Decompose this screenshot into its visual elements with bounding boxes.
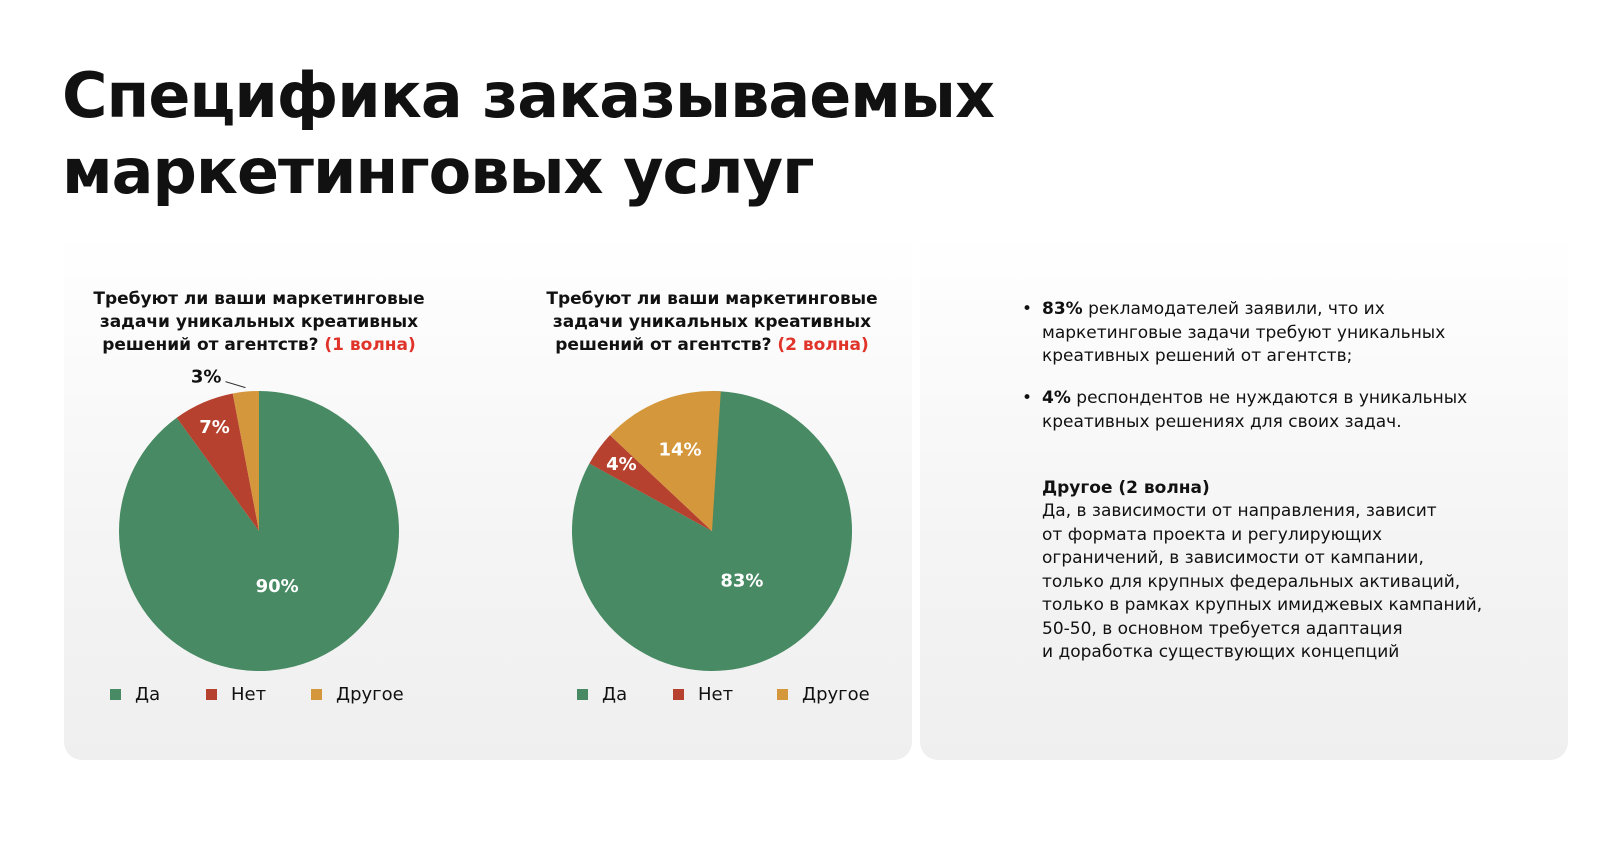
legend-label: Да [602, 684, 628, 705]
pie-slice [589, 435, 712, 531]
chart-title-text: Требуют ли ваши маркетинговые задачи уни… [546, 289, 878, 355]
slide-title: маркетинговых услуг [62, 135, 814, 208]
chart-title: Требуют ли ваши маркетинговые задачи уни… [79, 288, 439, 357]
legend-label: Другое [336, 684, 404, 705]
bullet-text: рекламодателей заявили, что их маркетинг… [1042, 299, 1446, 366]
legend-item: Другое [777, 684, 870, 705]
legend-swatch [206, 689, 217, 700]
chart-wave: (2 волна) [777, 335, 869, 355]
other-heading: Другое (2 волна) [1042, 478, 1210, 498]
chart-title-text: Требуют ли ваши маркетинговые задачи уни… [93, 289, 425, 355]
legend-label: Нет [231, 684, 267, 705]
legend-swatch [673, 689, 684, 700]
legend-label: Нет [698, 684, 734, 705]
other-line: ограничений, в зависимости от кампании, [1042, 548, 1424, 568]
data-label: 3% [191, 367, 222, 388]
legend-swatch [311, 689, 322, 700]
bullet: • 83% рекламодателей заявили, что их марк… [1022, 299, 1446, 366]
legend-item: Да [577, 684, 627, 705]
other-line: только для крупных федеральных активаций… [1042, 571, 1461, 592]
data-label: 7% [199, 417, 230, 438]
legend-swatch [577, 689, 588, 700]
legend-item: Нет [673, 684, 733, 705]
data-label: 4% [606, 454, 637, 475]
bullet-text: респондентов не нуждаются в уникальных к… [1042, 388, 1468, 432]
other-text: Да, в зависимости от направления, зависи… [1042, 500, 1482, 665]
chart-title: Требуют ли ваши маркетинговые задачи уни… [532, 288, 892, 357]
legend-item: Да [110, 684, 160, 705]
bullet: • 4% респондентов не нуждаются в уникальн… [1022, 388, 1468, 432]
other-line: Да, в зависимости от направления, зависи… [1042, 501, 1437, 521]
legend-label: Другое [802, 684, 870, 705]
legend-item: Другое [311, 684, 404, 705]
slide-title: Специфика заказываемых [62, 59, 995, 132]
bullet-bold: 83% [1042, 299, 1083, 319]
pie-slice [176, 393, 259, 531]
chart-wave: (1 волна) [324, 335, 416, 355]
notes-panel [920, 232, 1568, 760]
legend-item: Нет [206, 684, 266, 705]
data-label: 83% [720, 571, 763, 592]
pie-slice [232, 391, 259, 531]
other-line: 50-50, в основном требуется адаптация [1042, 618, 1403, 639]
data-label: 14% [658, 439, 701, 460]
bullet-bold: 4% [1042, 388, 1071, 408]
legend-swatch [110, 689, 121, 700]
legend-swatch [777, 689, 788, 700]
other-line: только в рамках крупных имиджевых кампан… [1042, 595, 1483, 615]
legend-label: Да [135, 684, 161, 705]
other-line: от формата проекта и регулирующих [1042, 524, 1383, 545]
other-line: и доработка существующих концепций [1042, 642, 1400, 662]
pie-slice [609, 390, 721, 531]
leader-line [225, 381, 246, 389]
data-label: 90% [256, 576, 299, 597]
pie-slice [118, 391, 399, 671]
